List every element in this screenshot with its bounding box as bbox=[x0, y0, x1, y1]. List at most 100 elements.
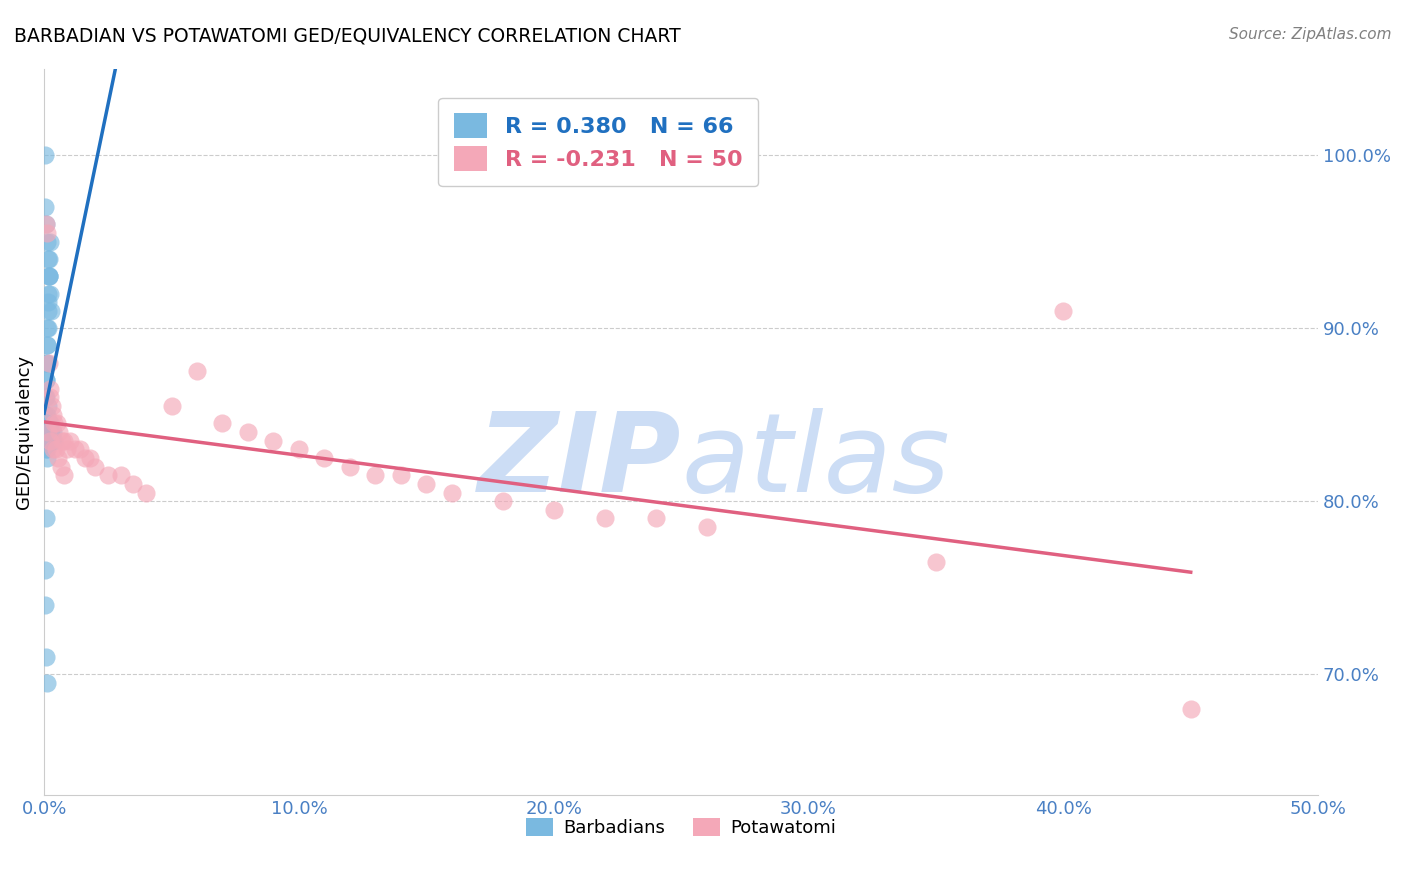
Point bbox=[110, 468, 132, 483]
Point bbox=[49, 459, 72, 474]
Point bbox=[44, 417, 66, 431]
Point bbox=[38, 269, 60, 284]
Point bbox=[84, 459, 107, 474]
Point bbox=[37, 235, 59, 249]
Point bbox=[42, 442, 65, 457]
Point bbox=[37, 450, 59, 465]
Point bbox=[35, 442, 58, 457]
Point bbox=[39, 425, 62, 439]
Point bbox=[34, 148, 56, 162]
Point bbox=[79, 450, 101, 465]
Point bbox=[644, 511, 666, 525]
Point bbox=[38, 425, 60, 439]
Point bbox=[492, 494, 515, 508]
Point bbox=[37, 399, 59, 413]
Point bbox=[135, 485, 157, 500]
Point bbox=[37, 417, 59, 431]
Point bbox=[51, 434, 73, 448]
Point bbox=[262, 434, 284, 448]
Point bbox=[1180, 702, 1202, 716]
Point bbox=[34, 425, 56, 439]
Point bbox=[53, 468, 76, 483]
Point bbox=[38, 434, 60, 448]
Point bbox=[37, 425, 59, 439]
Text: Source: ZipAtlas.com: Source: ZipAtlas.com bbox=[1229, 27, 1392, 42]
Point bbox=[593, 511, 616, 525]
Point bbox=[38, 235, 60, 249]
Point bbox=[39, 382, 62, 396]
Point bbox=[37, 425, 59, 439]
Point bbox=[37, 321, 59, 335]
Point bbox=[34, 200, 56, 214]
Point bbox=[37, 252, 59, 266]
Point bbox=[45, 417, 67, 431]
Point bbox=[34, 390, 56, 404]
Point bbox=[37, 303, 59, 318]
Point bbox=[35, 217, 58, 231]
Point bbox=[39, 425, 62, 439]
Point bbox=[38, 269, 60, 284]
Point bbox=[39, 303, 62, 318]
Point bbox=[35, 408, 58, 422]
Point bbox=[97, 468, 120, 483]
Point bbox=[56, 442, 79, 457]
Point bbox=[35, 356, 58, 370]
Point bbox=[53, 434, 76, 448]
Point bbox=[34, 563, 56, 577]
Point bbox=[38, 417, 60, 431]
Legend: Barbadians, Potawatomi: Barbadians, Potawatomi bbox=[519, 811, 844, 845]
Point bbox=[45, 442, 67, 457]
Point bbox=[1052, 303, 1074, 318]
Point bbox=[35, 511, 58, 525]
Point bbox=[37, 226, 59, 240]
Point bbox=[41, 434, 63, 448]
Point bbox=[389, 468, 412, 483]
Point bbox=[73, 450, 96, 465]
Point bbox=[38, 269, 60, 284]
Point bbox=[37, 434, 59, 448]
Point bbox=[35, 417, 58, 431]
Point bbox=[38, 252, 60, 266]
Point bbox=[38, 390, 60, 404]
Point bbox=[37, 425, 59, 439]
Point bbox=[38, 417, 60, 431]
Point bbox=[339, 459, 361, 474]
Point bbox=[38, 425, 60, 439]
Point bbox=[37, 295, 59, 310]
Y-axis label: GED/Equivalency: GED/Equivalency bbox=[15, 355, 32, 509]
Point bbox=[160, 399, 183, 413]
Point bbox=[38, 425, 60, 439]
Point bbox=[63, 442, 86, 457]
Point bbox=[415, 476, 437, 491]
Point bbox=[35, 373, 58, 387]
Point bbox=[696, 520, 718, 534]
Point bbox=[35, 356, 58, 370]
Point bbox=[35, 217, 58, 231]
Point bbox=[34, 425, 56, 439]
Point bbox=[211, 417, 233, 431]
Point bbox=[38, 425, 60, 439]
Point bbox=[314, 450, 336, 465]
Point bbox=[364, 468, 387, 483]
Point bbox=[39, 286, 62, 301]
Point bbox=[41, 399, 63, 413]
Point bbox=[34, 408, 56, 422]
Point bbox=[39, 417, 62, 431]
Point bbox=[35, 676, 58, 690]
Point bbox=[42, 408, 65, 422]
Point bbox=[46, 450, 69, 465]
Point bbox=[69, 442, 91, 457]
Point bbox=[925, 555, 948, 569]
Point bbox=[236, 425, 259, 439]
Point bbox=[38, 434, 60, 448]
Point bbox=[37, 425, 59, 439]
Point bbox=[440, 485, 463, 500]
Point bbox=[39, 425, 62, 439]
Point bbox=[39, 434, 62, 448]
Point bbox=[42, 425, 65, 439]
Point bbox=[37, 338, 59, 352]
Point bbox=[543, 503, 565, 517]
Point bbox=[35, 390, 58, 404]
Point bbox=[35, 417, 58, 431]
Point bbox=[38, 356, 60, 370]
